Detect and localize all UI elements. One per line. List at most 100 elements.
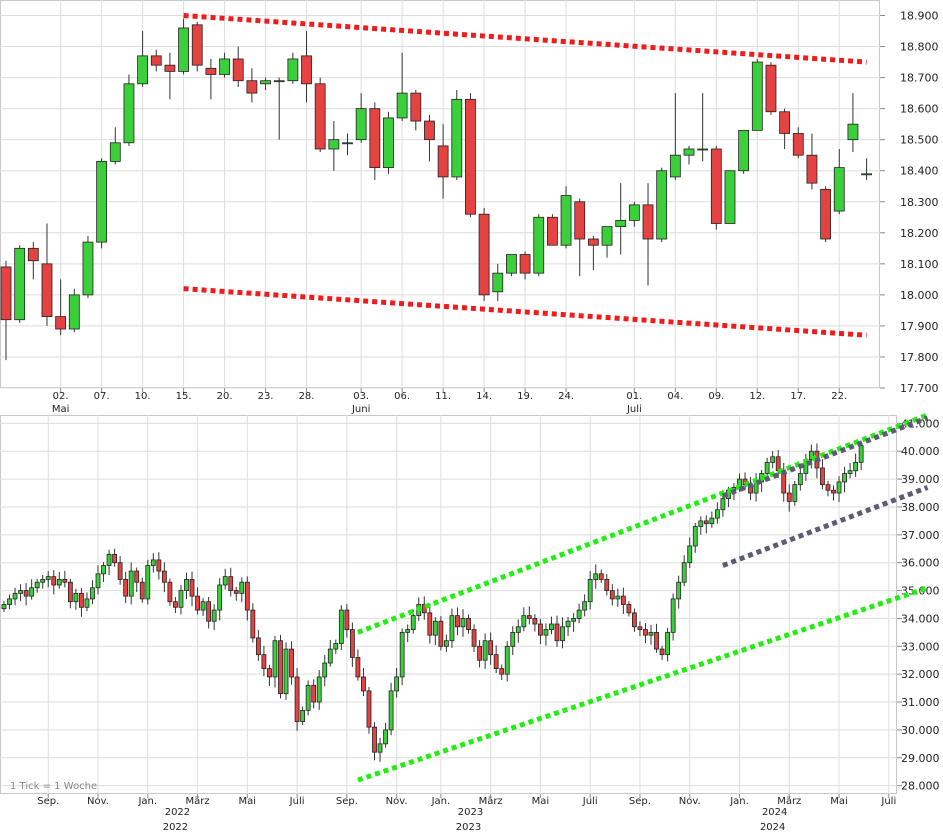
- y-tick-label: 40.000: [901, 445, 940, 458]
- candle-body: [669, 154, 681, 178]
- candle-body: [792, 133, 804, 156]
- candle-body: [504, 645, 510, 675]
- candle-body: [68, 294, 80, 330]
- x-tick-label: März: [777, 796, 801, 807]
- candle-body: [355, 108, 367, 141]
- candle-body: [287, 58, 299, 82]
- candle-body: [547, 216, 558, 246]
- candle-body: [219, 58, 230, 75]
- x-tick-label: Mai: [239, 796, 257, 807]
- candle-body: [184, 579, 189, 591]
- x-tick-label: Sep.: [629, 796, 651, 807]
- candle-body: [714, 509, 720, 519]
- candle-body: [659, 648, 665, 656]
- candle-body: [278, 640, 283, 695]
- candle-body: [95, 573, 101, 589]
- x-tick-label: 28.: [299, 391, 315, 402]
- x-tick-label: Mai: [532, 796, 550, 807]
- candle-body: [167, 581, 173, 603]
- candle-body: [632, 612, 637, 628]
- y-tick-label: 18.400: [900, 165, 939, 178]
- candle-body: [410, 92, 422, 122]
- candle-body: [244, 581, 250, 611]
- candle-body: [720, 498, 726, 511]
- x-tick-label: 11.: [435, 391, 451, 402]
- candle-body: [615, 219, 627, 227]
- y-tick-label: 37.000: [901, 529, 940, 542]
- x-tick-label: 22.: [831, 391, 847, 402]
- candle-body: [246, 80, 258, 94]
- candle-body: [779, 111, 791, 134]
- x-tick-label: 06.: [394, 391, 410, 402]
- candle-body: [250, 609, 256, 639]
- candle-body: [211, 609, 217, 622]
- candle-body: [692, 526, 698, 547]
- candle-body: [355, 657, 361, 678]
- candle-body: [410, 615, 416, 630]
- candle-body: [683, 148, 695, 156]
- candle-body: [139, 581, 145, 600]
- candle-body: [676, 581, 682, 600]
- candle-body: [797, 473, 803, 486]
- candle-body: [455, 615, 460, 628]
- candle-body: [394, 676, 400, 692]
- candle-body: [191, 24, 203, 66]
- candle-body: [14, 247, 26, 321]
- candle-body: [1, 604, 7, 610]
- candle-body: [327, 648, 333, 664]
- y-tick-label: 18.000: [900, 289, 939, 302]
- y-tick-label: 18.300: [900, 196, 939, 209]
- candle-body: [109, 142, 121, 162]
- candle-body: [478, 213, 490, 296]
- candle-body: [543, 629, 549, 636]
- candle-body: [322, 662, 328, 678]
- candle-body: [853, 461, 859, 472]
- candle-body: [510, 631, 516, 647]
- candle-body: [770, 456, 776, 463]
- candle-body: [574, 201, 586, 240]
- candle-body: [560, 195, 572, 246]
- candle-body: [7, 598, 12, 605]
- candle-body: [342, 142, 353, 145]
- x-tick-label: März: [185, 796, 209, 807]
- y-tick-label: 35.000: [901, 585, 940, 598]
- candle-body: [833, 167, 845, 212]
- candle-body: [366, 690, 372, 728]
- candle-body: [710, 148, 722, 224]
- y-tick-label: 18.200: [900, 227, 939, 240]
- candle-body: [314, 83, 326, 150]
- daily-panel: 17.700 17.800 17.900 18.000 18.100 18.200 18.3…: [0, 0, 939, 415]
- candle-body: [506, 254, 517, 274]
- candle-body: [836, 481, 842, 494]
- candle-body: [96, 161, 108, 243]
- y-tick-label: 17.700: [900, 382, 939, 395]
- y-tick-label: 29.000: [901, 752, 940, 765]
- candle-body: [466, 618, 471, 630]
- candle-body: [311, 684, 317, 703]
- candle-body: [427, 612, 433, 636]
- candle-body: [173, 601, 178, 608]
- candle-body: [388, 690, 394, 731]
- x-year-label: 2024: [760, 822, 785, 833]
- candle-body: [301, 55, 312, 85]
- candle-body: [51, 576, 57, 586]
- candle-body: [538, 623, 543, 636]
- candle-body: [493, 654, 499, 669]
- y-tick-label: 38.000: [901, 501, 940, 514]
- candle-body: [587, 238, 599, 246]
- candle-body: [724, 170, 736, 224]
- x-tick-label: Juli: [289, 796, 305, 807]
- candle-body: [217, 584, 223, 611]
- candle-body: [178, 590, 184, 608]
- candle-body: [587, 579, 593, 603]
- x-month-label: Mai: [52, 404, 70, 415]
- candle-body: [145, 565, 151, 600]
- candle-body: [84, 598, 90, 608]
- candle-body: [825, 484, 831, 491]
- candle-body: [687, 545, 693, 564]
- candle-body: [565, 620, 571, 628]
- candle-body: [437, 145, 449, 178]
- candle-body: [289, 648, 294, 678]
- y-tick-label: 17.900: [900, 320, 939, 333]
